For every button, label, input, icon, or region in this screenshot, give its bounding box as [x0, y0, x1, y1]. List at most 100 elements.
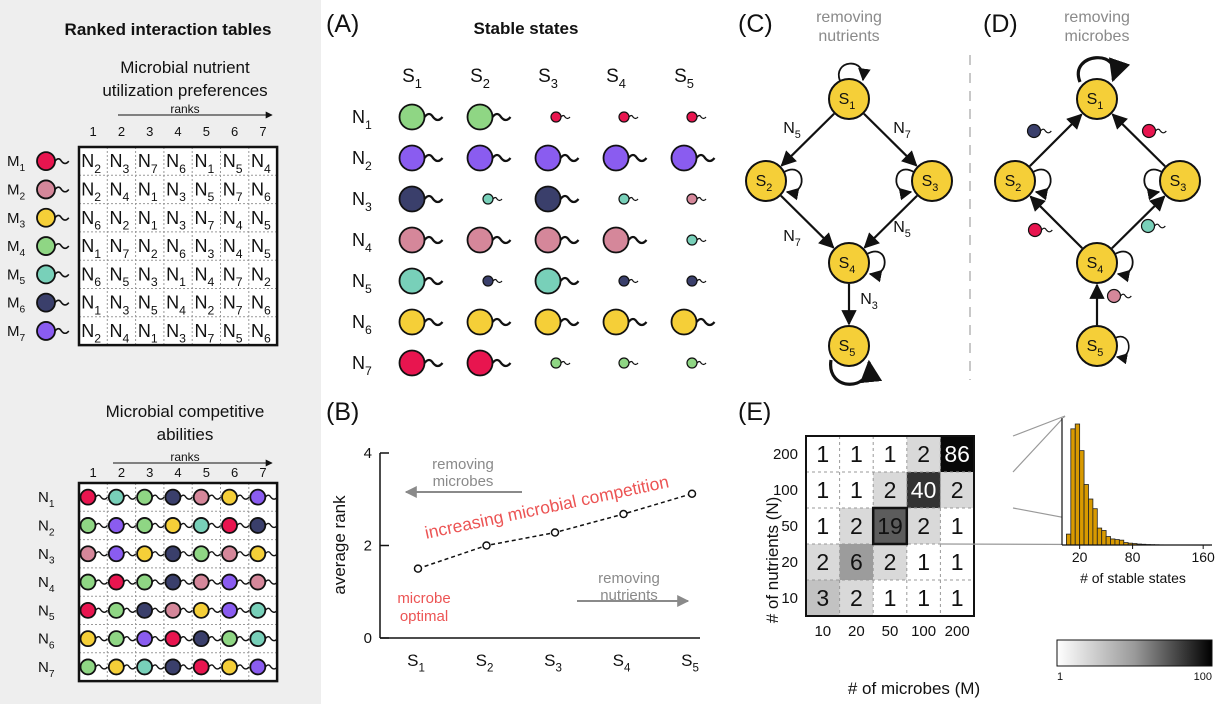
panel-a-cell-microbe — [398, 267, 444, 295]
pref-cell: N5 — [251, 236, 271, 261]
b-x-tick-label: S5 — [681, 651, 699, 674]
panel-a-row-label: N5 — [352, 271, 372, 296]
heatmap-cell — [839, 472, 874, 508]
heatmap-cell — [906, 580, 941, 616]
d-node-s3-label: S3 — [1170, 173, 1187, 194]
panel-a-cell-microbe — [398, 144, 444, 172]
pref-cell: N3 — [166, 208, 186, 233]
comp-row-label: N6 — [38, 631, 55, 652]
pref-cell: N1 — [194, 151, 214, 176]
pref-table-title-line2: utilization preferences — [102, 81, 267, 100]
d-loop-s5 — [1114, 335, 1130, 365]
pref-cell: N2 — [81, 151, 101, 176]
heatmap-cell-value: 86 — [944, 441, 970, 467]
d-microbe-m5 — [1140, 218, 1166, 234]
pref-cell: N4 — [110, 321, 130, 346]
heatmap-cell-value: 1 — [850, 477, 863, 503]
comp-row-label: N5 — [38, 602, 55, 623]
heatmap-cell-value: 2 — [917, 513, 930, 539]
panel-a-cell-microbe — [534, 144, 580, 172]
panel-c-note-line1: removing — [816, 9, 882, 26]
heatmap-cell-value: 1 — [951, 585, 964, 611]
comp-cell-microbe — [164, 658, 193, 676]
panel-a-row-label: N1 — [352, 107, 372, 132]
comp-cell-microbe — [221, 658, 250, 676]
pref-row-label: M5 — [7, 266, 26, 287]
comp-cell-microbe — [249, 601, 278, 619]
d-node-s2 — [994, 160, 1036, 202]
d-loop-s2 — [1032, 168, 1052, 201]
panel-a-cell-microbe — [550, 111, 571, 123]
heatmap-cell — [839, 508, 874, 544]
pref-row-label: M2 — [7, 181, 26, 202]
left-panel-title: Ranked interaction tables — [65, 20, 272, 39]
comp-cell-microbe — [221, 573, 250, 591]
c-loop-s1 — [837, 62, 871, 82]
panel-a-cell-microbe — [602, 308, 648, 336]
heatmap-cell-value: 3 — [816, 585, 829, 611]
panel-c-graph: S1 S2 S3 S4 S5 N5 N7 N7 N5 N3 — [745, 62, 953, 386]
panel-a-cell-microbe — [398, 185, 444, 213]
panel-a-cell-microbe — [602, 144, 648, 172]
pref-row-label: M7 — [7, 323, 26, 344]
c-loop-s3 — [895, 168, 915, 201]
panel-a-cell-microbe — [534, 226, 580, 254]
heatmap-cell — [940, 436, 974, 472]
heatmap-cell — [873, 472, 907, 508]
comp-cell-microbe — [249, 488, 278, 506]
comp-cell-microbe — [221, 545, 250, 563]
pref-cell: N7 — [194, 321, 214, 346]
b-data-point — [550, 528, 560, 537]
panel-a-cell-microbe — [686, 357, 707, 369]
panel-a-cell-microbe — [534, 185, 580, 213]
heatmap-cell-value: 1 — [816, 513, 829, 539]
pref-cell: N4 — [223, 236, 243, 261]
heatmap-cell-value: 2 — [884, 549, 897, 575]
pref-cell: N4 — [223, 208, 243, 233]
panel-e-inset-histogram: 20 80 160 — [1061, 418, 1215, 565]
panel-a-label: (A) — [326, 10, 359, 38]
b-ylabel: average rank — [330, 495, 349, 595]
panel-a-title: Stable states — [474, 19, 579, 38]
comp-cell-microbe — [136, 658, 165, 676]
heatmap-cell-value: 1 — [850, 441, 863, 467]
panel-a-cell-microbe — [686, 234, 707, 246]
pref-cell: N1 — [138, 208, 158, 233]
c-edge-label: N5 — [783, 120, 801, 141]
c-node-s3 — [911, 160, 953, 202]
panel-a-column-label: S5 — [674, 66, 694, 91]
c-edge-s1-s2 — [780, 112, 835, 167]
pref-row-microbe — [36, 179, 70, 200]
pref-cell: N7 — [194, 208, 214, 233]
comp-cell-microbe — [79, 488, 109, 506]
c-node-s2 — [745, 160, 787, 202]
c-edge-label: N3 — [860, 291, 878, 312]
pref-cell: N6 — [251, 293, 271, 318]
d-edge-s2-s1 — [1029, 113, 1083, 167]
panel-a-cell-microbe — [466, 144, 512, 172]
panel-c-note-line2: nutrients — [818, 28, 879, 45]
pref-rank-number: 1 — [90, 124, 97, 139]
b-data-point — [619, 509, 628, 519]
b-x-tick-label: S3 — [544, 651, 562, 674]
inset-bar — [1118, 539, 1125, 546]
pref-cell: N1 — [138, 179, 158, 204]
pref-row-label: M6 — [7, 295, 26, 316]
panel-d-note-line1: removing — [1064, 9, 1130, 26]
heatmap-cell — [806, 544, 840, 580]
pref-row-microbe — [36, 264, 70, 285]
comp-rank-number: 4 — [174, 465, 181, 480]
b-annot-removing-nutrients: removing nutrients — [598, 570, 660, 604]
comp-cell-microbe — [107, 658, 137, 676]
panel-a-row-label: N3 — [352, 189, 372, 214]
heatmap-xlabel: # of microbes (M) — [848, 679, 980, 698]
comp-cell-microbe — [79, 630, 109, 648]
b-x-tick-label: S2 — [476, 651, 494, 674]
panel-a-cell-microbe — [670, 144, 716, 172]
pref-cell: N3 — [110, 151, 130, 176]
heatmap-cell-value: 1 — [816, 477, 829, 503]
c-loop-s5 — [829, 359, 883, 386]
comp-cell-microbe — [107, 517, 137, 534]
heatmap-cell — [839, 580, 874, 616]
inset-bar — [1101, 530, 1107, 546]
